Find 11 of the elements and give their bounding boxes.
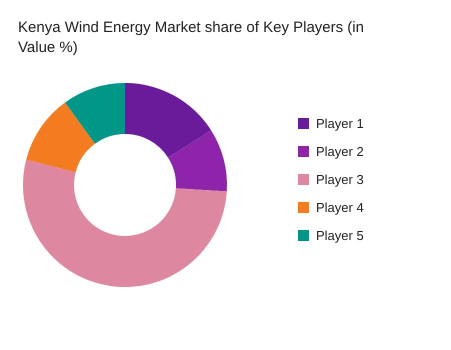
donut-slice — [26, 102, 96, 172]
legend-label: Player 1 — [316, 116, 364, 131]
donut-slice — [65, 83, 125, 144]
legend-label: Player 2 — [316, 144, 364, 159]
legend-label: Player 5 — [316, 228, 364, 243]
donut-slice — [23, 160, 227, 287]
chart-title: Kenya Wind Energy Market share of Key Players (in Value %) — [18, 19, 364, 56]
legend-label: Player 3 — [316, 172, 364, 187]
donut-slice — [168, 130, 227, 192]
legend-label: Player 4 — [316, 200, 364, 215]
donut-slice — [125, 83, 212, 158]
